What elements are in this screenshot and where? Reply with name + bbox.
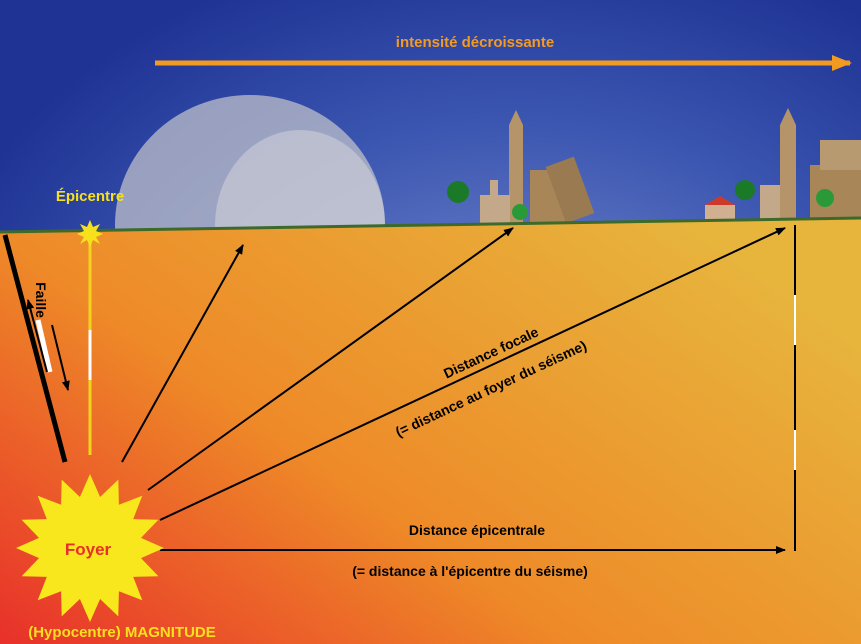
- fault-label: Faille: [33, 282, 49, 318]
- focus-star: [16, 474, 164, 622]
- fault: [2, 234, 68, 463]
- epicentre-label: Épicentre: [56, 188, 124, 205]
- ray-arrow: [147, 227, 514, 491]
- town: [447, 110, 595, 225]
- focus-caption: (Hypocentre) MAGNITUDE: [28, 624, 216, 641]
- ground-surface: [0, 216, 861, 234]
- fault-arrow: [51, 324, 70, 391]
- epicentral-note: (= distance à l'épicentre du séisme): [352, 563, 588, 579]
- ray-arrow: [121, 244, 244, 463]
- ground: [0, 218, 861, 644]
- epicentre-star: [77, 220, 103, 247]
- fault-arrow: [26, 299, 48, 373]
- town: [705, 108, 861, 225]
- focus-label: Foyer: [65, 540, 112, 559]
- epicentral-label: Distance épicentrale: [409, 522, 545, 538]
- intensity-label: intensité décroissante: [396, 34, 554, 51]
- fault: [35, 319, 53, 373]
- ray-arrow: [159, 227, 786, 521]
